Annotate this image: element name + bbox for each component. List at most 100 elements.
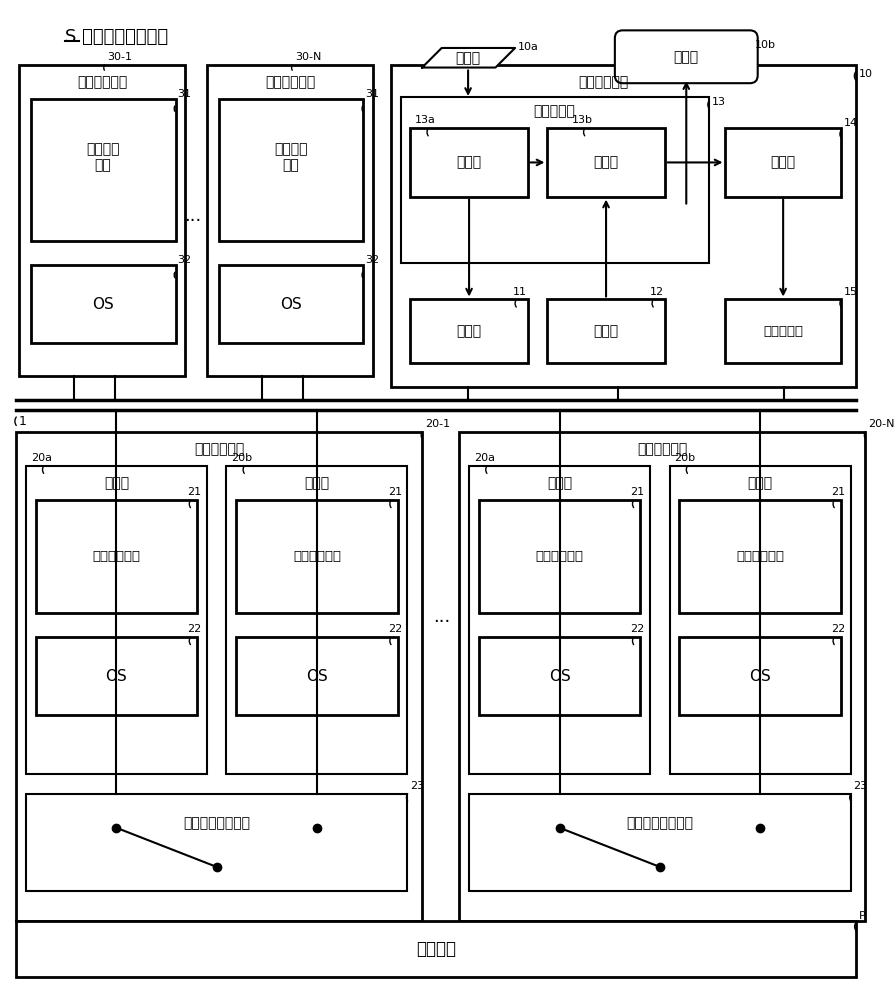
Text: 22: 22 [388, 624, 402, 634]
Text: 输出部: 输出部 [674, 50, 699, 64]
Bar [237, 500, 398, 613]
Bar [726, 128, 840, 197]
Bar [547, 299, 665, 363]
Text: 输入部: 输入部 [455, 51, 480, 65]
Text: 判定部: 判定部 [593, 324, 618, 338]
Bar [679, 637, 840, 715]
Bar [36, 637, 197, 715]
Bar [726, 299, 840, 363]
Text: ...: ... [185, 207, 202, 225]
Bar [30, 99, 176, 241]
Text: 22: 22 [831, 624, 845, 634]
Text: 10b: 10b [754, 40, 776, 50]
Text: 检测部: 检测部 [456, 155, 482, 169]
Text: 工厂控制装置: 工厂控制装置 [194, 442, 245, 456]
Text: 30-N: 30-N [295, 52, 322, 62]
Text: 排除部: 排除部 [593, 155, 618, 169]
Text: 查询部: 查询部 [456, 324, 482, 338]
Text: OS: OS [749, 669, 771, 684]
Text: 工厂控制软件: 工厂控制软件 [737, 550, 784, 563]
Bar [16, 921, 856, 977]
Bar [26, 794, 408, 891]
Text: 31: 31 [366, 89, 379, 99]
Text: 20a: 20a [30, 453, 52, 463]
Text: 10a: 10a [518, 42, 538, 52]
Text: 21: 21 [631, 487, 644, 497]
Text: 工厂控制装置: 工厂控制装置 [637, 442, 687, 456]
Text: 常用待机切换装置: 常用待机切换装置 [626, 816, 694, 830]
Text: 工厂工艺: 工厂工艺 [416, 940, 456, 958]
Bar [36, 500, 197, 613]
Bar [410, 299, 528, 363]
Bar [391, 65, 856, 387]
Bar [401, 97, 709, 263]
Text: OS: OS [106, 669, 127, 684]
Text: 1: 1 [19, 415, 27, 428]
Text: 15: 15 [844, 287, 857, 297]
FancyBboxPatch shape [615, 30, 758, 83]
Text: 20b: 20b [231, 453, 253, 463]
Text: 确认部: 确认部 [771, 155, 796, 169]
Bar [669, 466, 850, 774]
Bar [237, 637, 398, 715]
Text: 操作监视装置: 操作监视装置 [265, 75, 315, 89]
Bar [547, 128, 665, 197]
Text: 工厂控制软件: 工厂控制软件 [293, 550, 341, 563]
Bar [679, 500, 840, 613]
Text: 控制部: 控制部 [104, 476, 129, 490]
Text: 安全管理装置: 安全管理装置 [579, 75, 629, 89]
Text: OS: OS [306, 669, 328, 684]
Bar [30, 265, 176, 343]
Text: 操作监视装置: 操作监视装置 [77, 75, 127, 89]
Bar [19, 65, 185, 376]
Text: 21: 21 [388, 487, 402, 497]
Text: 22: 22 [187, 624, 202, 634]
Text: 21: 21 [831, 487, 845, 497]
Text: 控制部: 控制部 [547, 476, 573, 490]
Text: 20b: 20b [675, 453, 695, 463]
Text: 常用待机切换装置: 常用待机切换装置 [183, 816, 250, 830]
Text: 11: 11 [513, 287, 527, 297]
Bar [219, 99, 364, 241]
Text: 32: 32 [366, 255, 380, 265]
Text: 13: 13 [711, 97, 726, 107]
Bar [227, 466, 408, 774]
Bar [16, 432, 422, 921]
Bar [460, 432, 866, 921]
Text: OS: OS [92, 297, 114, 312]
Text: 31: 31 [177, 89, 192, 99]
Text: S 工厂监视控制系统: S 工厂监视控制系统 [65, 28, 168, 46]
Text: 工厂控制软件: 工厂控制软件 [536, 550, 583, 563]
Text: 操作监视
软件: 操作监视 软件 [86, 142, 120, 173]
Text: 23: 23 [410, 781, 425, 791]
Text: 22: 22 [631, 624, 645, 634]
Text: 14: 14 [844, 118, 858, 128]
Polygon shape [422, 48, 515, 68]
Bar [219, 265, 364, 343]
Bar [470, 466, 650, 774]
Bar [478, 500, 641, 613]
Text: 13b: 13b [572, 115, 593, 125]
Text: OS: OS [280, 297, 302, 312]
Bar [410, 128, 528, 197]
Text: 21: 21 [187, 487, 202, 497]
Text: 20a: 20a [474, 453, 495, 463]
Text: 13a: 13a [415, 115, 436, 125]
Bar [207, 65, 374, 376]
Bar [478, 637, 641, 715]
Text: 32: 32 [177, 255, 192, 265]
Text: 安全处理部: 安全处理部 [534, 105, 575, 119]
Text: 30-1: 30-1 [107, 52, 132, 62]
Text: 切换指示部: 切换指示部 [763, 325, 803, 338]
Text: ...: ... [433, 608, 451, 626]
Text: 20-N: 20-N [868, 419, 895, 429]
Text: P: P [858, 911, 866, 921]
Text: OS: OS [548, 669, 571, 684]
Text: 20-1: 20-1 [425, 419, 450, 429]
Bar [470, 794, 850, 891]
Text: 控制部: 控制部 [747, 476, 772, 490]
Text: 操作监视
软件: 操作监视 软件 [274, 142, 307, 173]
Text: 23: 23 [854, 781, 867, 791]
Text: 12: 12 [650, 287, 664, 297]
Bar [26, 466, 207, 774]
